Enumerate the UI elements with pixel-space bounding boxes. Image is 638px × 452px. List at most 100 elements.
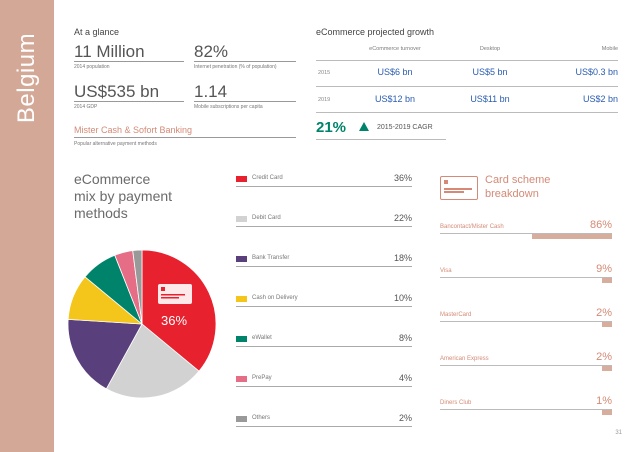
card-scheme-value: 9%: [596, 263, 612, 275]
country-title: Belgium: [13, 32, 40, 124]
pie-slice-credit-card: [141, 249, 217, 372]
cell-mobile-2015: US$0.3 bn: [575, 67, 618, 77]
divider: [74, 101, 184, 102]
divider: [236, 386, 412, 387]
row-year: 2019: [318, 97, 331, 103]
card-scheme-title-line: breakdown: [485, 188, 539, 200]
card-scheme-value: 1%: [596, 395, 612, 407]
legend-value: 22%: [393, 213, 412, 223]
divider: [316, 60, 618, 61]
card-scheme-value: 2%: [596, 351, 612, 363]
mix-title-line: eCommerce: [74, 171, 151, 187]
legend-value: 2%: [398, 413, 412, 423]
card-scheme-value: 2%: [596, 307, 612, 319]
mobile-subscriptions-value: 1.14: [194, 82, 228, 101]
cagr-value: 21%: [316, 119, 347, 136]
divider: [440, 233, 612, 234]
cagr-label: 2015-2019 CAGR: [377, 124, 433, 131]
divider: [236, 186, 412, 187]
divider: [316, 86, 618, 87]
legend-value: 4%: [398, 373, 412, 383]
legend-swatch: [236, 256, 247, 262]
legend-value: 10%: [393, 293, 412, 303]
mobile-subscriptions-label: Mobile subscriptions per capita: [194, 104, 263, 110]
legend-label: Cash on Delivery: [252, 295, 298, 301]
mix-title-line: mix by payment: [74, 188, 173, 204]
card-scheme-title: Card scheme breakdown: [485, 173, 550, 201]
divider: [74, 61, 184, 62]
card-scheme-bar: [602, 410, 612, 415]
card-scheme-bar: [602, 278, 612, 283]
card-scheme-label: Diners Club: [440, 400, 472, 406]
payment-methods-highlight: Mister Cash & Sofort Banking: [74, 125, 193, 135]
legend-swatch: [236, 176, 247, 182]
legend-label: Debit Card: [252, 215, 281, 221]
legend-value: 18%: [393, 253, 412, 263]
internet-penetration-value: 82%: [194, 42, 229, 61]
credit-card-icon: [158, 284, 192, 304]
population-label: 2014 population: [74, 64, 110, 70]
card-scheme-bar: [532, 234, 612, 239]
legend-label: Others: [252, 415, 271, 421]
pie-slice-bank-transfer: [67, 318, 143, 390]
card-scheme-value: 86%: [589, 219, 612, 231]
divider: [440, 277, 612, 278]
card-scheme-label: MasterCard: [440, 312, 472, 318]
gdp-label: 2014 GDP: [74, 104, 98, 110]
legend-swatch: [236, 296, 247, 302]
divider: [194, 101, 296, 102]
divider: [236, 306, 412, 307]
mix-title-line: methods: [74, 205, 128, 221]
country-sidebar: Belgium: [0, 0, 54, 452]
card-scheme-label: American Express: [440, 356, 489, 362]
row-year: 2015: [318, 70, 331, 76]
legend-value: 36%: [393, 173, 412, 183]
at-a-glance-title: At a glance: [74, 27, 120, 37]
legend-label: eWallet: [252, 335, 272, 341]
pie-callout-label: 36%: [161, 313, 187, 328]
legend-swatch: [236, 416, 247, 422]
legend-swatch: [236, 216, 247, 222]
internet-penetration-label: Internet penetration (% of population): [194, 64, 277, 70]
cell-desktop-2019: US$11 bn: [470, 94, 510, 104]
payment-methods-label: Popular alternative payment methods: [74, 141, 157, 147]
card-icon: [440, 176, 478, 200]
cell-turnover-2015: US$6 bn: [377, 67, 413, 77]
legend-value: 8%: [398, 333, 412, 343]
header-ecommerce-turnover: eCommerce turnover: [369, 46, 421, 52]
divider: [316, 112, 618, 113]
cell-turnover-2019: US$12 bn: [374, 94, 416, 104]
growth-title: eCommerce projected growth: [316, 27, 435, 37]
population-value: 11 Million: [74, 42, 145, 61]
header-desktop: Desktop: [479, 46, 501, 52]
up-triangle-icon: [359, 122, 369, 131]
cell-desktop-2015: US$5 bn: [472, 67, 508, 77]
divider: [440, 409, 612, 410]
gdp-value: US$535 bn: [74, 82, 160, 101]
legend-swatch: [236, 336, 247, 342]
legend-label: PrePay: [252, 375, 272, 381]
card-scheme-bar: [602, 366, 612, 371]
card-scheme-label: Visa: [440, 268, 452, 274]
mix-title: eCommerce mix by payment methods: [74, 171, 172, 222]
header-mobile: Mobile: [601, 46, 618, 52]
divider: [236, 226, 412, 227]
divider: [74, 137, 296, 138]
cell-mobile-2019: US$2 bn: [582, 94, 618, 104]
pie-slice-others: [132, 249, 143, 325]
card-scheme-label: Bancontact/Mister Cash: [440, 224, 504, 230]
legend-label: Bank Transfer: [252, 255, 290, 261]
divider: [236, 426, 412, 427]
legend-label: Credit Card: [252, 175, 283, 181]
divider: [440, 321, 612, 322]
card-scheme-bar: [602, 322, 612, 327]
divider: [440, 365, 612, 366]
card-scheme-title-line: Card scheme: [485, 174, 551, 186]
divider: [316, 139, 446, 140]
payment-mix-pie-chart: 36%: [67, 249, 217, 399]
pie-slice-debit-card: [105, 323, 200, 399]
legend-swatch: [236, 376, 247, 382]
divider: [236, 266, 412, 267]
divider: [236, 346, 412, 347]
page-number: 31: [615, 430, 622, 436]
